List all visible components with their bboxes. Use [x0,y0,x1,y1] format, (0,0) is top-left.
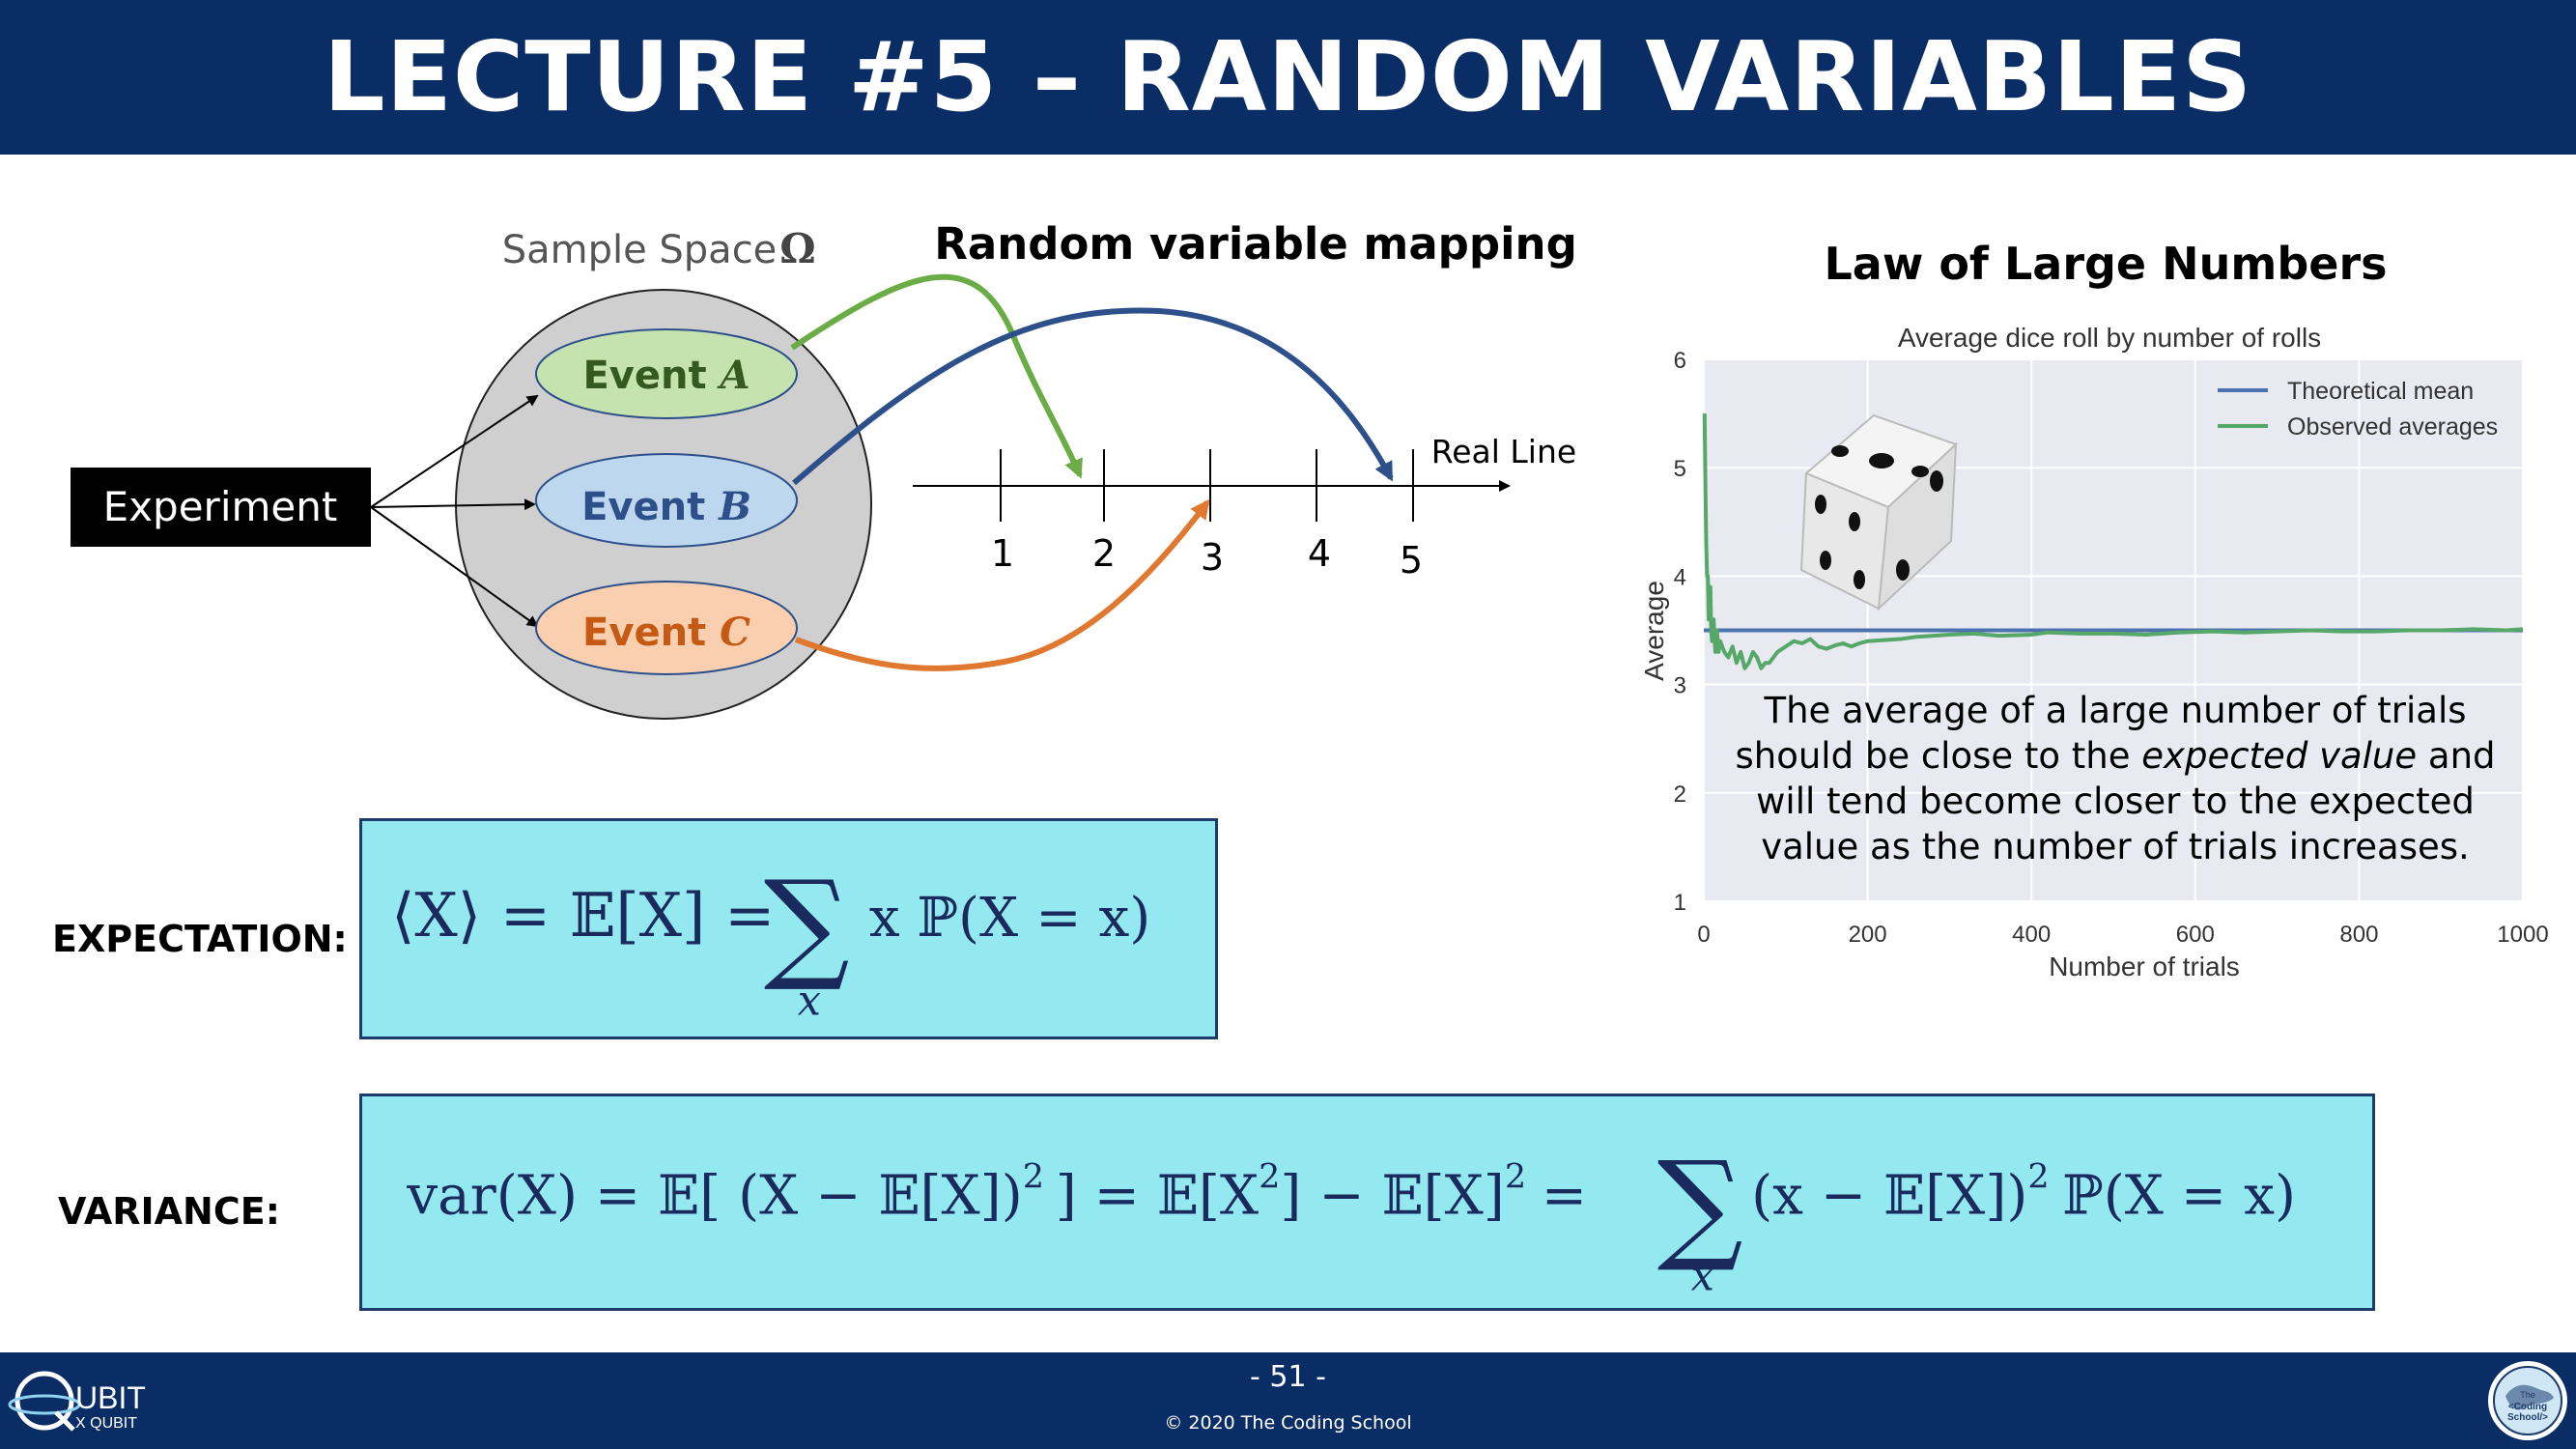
tick-label-2: 2 [1092,532,1116,575]
x-tick-label-1000: 1000 [2497,922,2548,948]
qubit-logo: UBIT X QUBIT [8,1371,146,1432]
tick-label-4: 4 [1308,532,1331,575]
y-axis-label: Average [1639,581,1669,681]
mapping-arrow-b [792,307,1394,486]
chart-series [1702,413,2524,670]
mapping-arrow-c [794,498,1210,671]
x-tick-label-200: 200 [1849,922,1887,948]
legend-label-observed: Observed averages [2287,413,2498,440]
y-axis-ticks: 1 2 3 4 5 6 [1674,348,1686,916]
random-variable-diagram: Random variable mapping Sample Space Ω E… [71,218,1577,720]
experiment-box [71,468,371,547]
lln-title: Law of Large Numbers [1824,238,2388,290]
y-tick-label-2: 2 [1674,781,1686,808]
svg-text:The: The [2520,1390,2535,1400]
dice-average-chart: Average dice roll by number of rolls 1 2 3… [1639,323,2549,981]
series-line-observed-averages [1702,413,2524,670]
sample-space-label: Sample Space [502,228,778,272]
expectation-sigma-sub: x [798,978,821,1026]
variance-part-2: (x − 𝔼[X])2 ℙ(X = x) [1751,1156,2296,1227]
tick-label-5: 5 [1400,539,1423,582]
svg-text:School/>: School/> [2507,1412,2548,1423]
copyright-text: © 2020 The Coding School [1164,1412,1412,1434]
expectation-formula-box: ⟨X⟩ = 𝔼[X] = ∑ x x ℙ(X = x) [359,818,1218,1039]
tick-label-3: 3 [1201,536,1224,579]
experiment-arrow-b [370,498,536,511]
x-tick-label-800: 800 [2339,922,2378,948]
lln-description: The average of a large number of trials … [1735,690,2496,867]
x-axis-ticks: 0 200 400 600 800 1000 [1697,922,2548,948]
event-c-ellipse [535,581,798,675]
experiment-arrow-a [370,394,539,508]
variance-sigma-sub: x [1691,1253,1714,1301]
variance-part-1: var(X) = 𝔼[ (X − 𝔼[X])2] = 𝔼[X2] − 𝔼[X]2… [406,1156,1587,1227]
event-a-label: Event A [582,353,750,398]
omega-symbol: Ω [779,225,815,272]
x-tick-label-600: 600 [2176,922,2215,948]
expectation-sigma: ∑ [764,855,850,995]
chart-title: Average dice roll by number of rolls [1898,323,2321,353]
footer-bar [0,1352,2576,1449]
expectation-lhs: ⟨X⟩ = 𝔼[X] = [391,880,775,951]
experiment-arrow-c [370,506,539,628]
experiment-label: Experiment [103,483,338,530]
x-tick-label-0: 0 [1697,922,1710,948]
tick-label-1: 1 [991,532,1014,575]
variance-formula-box: var(X) = 𝔼[ (X − 𝔼[X])2] = 𝔼[X2] − 𝔼[X]2… [359,1094,2375,1311]
real-line-label: Real Line [1431,433,1576,470]
y-tick-label-5: 5 [1674,456,1686,482]
diagram-title: Random variable mapping [934,218,1577,270]
svg-text:UBIT: UBIT [75,1380,146,1415]
expectation-label: EXPECTATION: [52,918,348,960]
event-b-label: Event B [581,484,751,529]
svg-text:<Coding: <Coding [2508,1402,2547,1412]
dice-icon [1799,413,1958,611]
expectation-formula: ⟨X⟩ = 𝔼[X] = ∑ x x ℙ(X = x) [391,855,1151,1026]
y-tick-label-4: 4 [1674,564,1686,590]
chart-legend: Theoretical mean Observed averages [2218,378,2498,440]
variance-label: VARIANCE: [58,1190,280,1233]
y-tick-label-3: 3 [1674,673,1686,699]
x-axis-label: Number of trials [2049,952,2240,981]
mapping-arrow-a [790,273,1083,479]
slide-title: LECTURE #5 – RANDOM VARIABLES [323,20,2253,133]
variance-sigma: ∑ [1657,1136,1743,1276]
x-tick-label-400: 400 [2012,922,2051,948]
legend-label-theoretical: Theoretical mean [2287,378,2474,405]
event-c-label: Event C [582,610,750,655]
svg-text:X QUBIT: X QUBIT [75,1415,137,1432]
page-number: - 51 - [1250,1360,1326,1394]
event-a-ellipse [535,328,798,419]
header-bar: LECTURE #5 – RANDOM VARIABLES [0,0,2576,155]
chart-grid [1703,358,2524,902]
y-tick-label-1: 1 [1674,890,1686,916]
coding-school-logo: The <Coding School/> [2488,1361,2567,1440]
variance-formula: var(X) = 𝔼[ (X − 𝔼[X])2] = 𝔼[X2] − 𝔼[X]2… [406,1136,2296,1301]
expectation-rhs: x ℙ(X = x) [869,887,1151,950]
event-b-ellipse [535,453,798,548]
y-tick-label-6: 6 [1674,348,1686,374]
real-line-ticks: 1 2 3 4 5 [991,449,1423,582]
